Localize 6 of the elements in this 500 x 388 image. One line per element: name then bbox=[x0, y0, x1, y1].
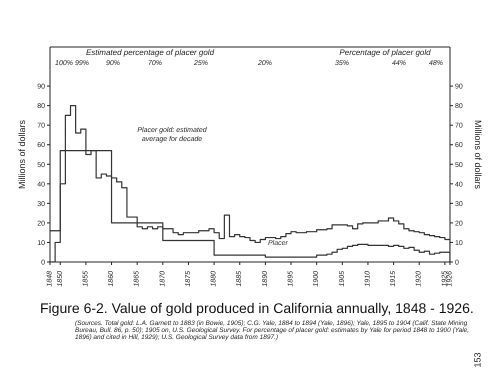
annotation: Estimated percentage of placer gold bbox=[84, 48, 216, 57]
text: Figure 6-2. Value of gold produced in California annually, 1848 - 1926. bbox=[40, 300, 475, 316]
text: 153 bbox=[472, 352, 483, 368]
y2-axis-title: Millions of dollars bbox=[472, 120, 483, 190]
annotation: Percentage of placer gold bbox=[338, 48, 432, 57]
y-axis-title: Millions of dollars bbox=[17, 119, 28, 190]
